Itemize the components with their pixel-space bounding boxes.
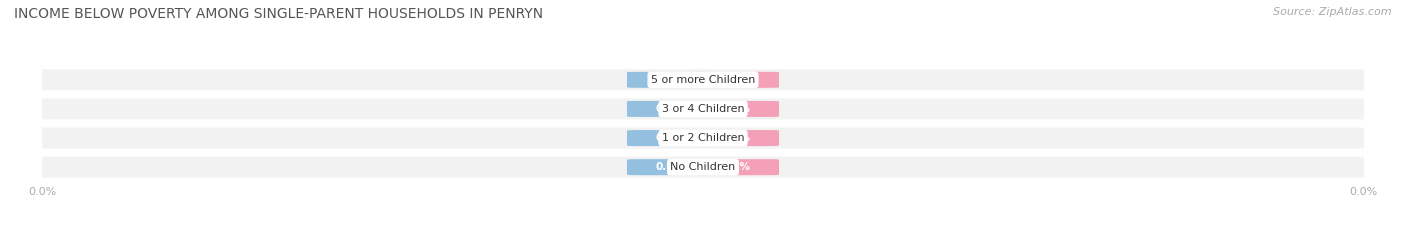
FancyBboxPatch shape xyxy=(627,101,713,117)
Text: 3 or 4 Children: 3 or 4 Children xyxy=(662,104,744,114)
FancyBboxPatch shape xyxy=(627,72,713,88)
FancyBboxPatch shape xyxy=(693,159,779,175)
FancyBboxPatch shape xyxy=(42,98,1364,119)
Text: Source: ZipAtlas.com: Source: ZipAtlas.com xyxy=(1274,7,1392,17)
FancyBboxPatch shape xyxy=(693,101,779,117)
Text: 0.0%: 0.0% xyxy=(721,75,751,85)
Text: 1 or 2 Children: 1 or 2 Children xyxy=(662,133,744,143)
FancyBboxPatch shape xyxy=(627,159,713,175)
Text: 0.0%: 0.0% xyxy=(655,133,685,143)
Text: 5 or more Children: 5 or more Children xyxy=(651,75,755,85)
Text: 0.0%: 0.0% xyxy=(655,162,685,172)
Text: INCOME BELOW POVERTY AMONG SINGLE-PARENT HOUSEHOLDS IN PENRYN: INCOME BELOW POVERTY AMONG SINGLE-PARENT… xyxy=(14,7,543,21)
Text: No Children: No Children xyxy=(671,162,735,172)
FancyBboxPatch shape xyxy=(693,72,779,88)
FancyBboxPatch shape xyxy=(693,130,779,146)
Text: 0.0%: 0.0% xyxy=(655,104,685,114)
Legend: Single Father, Single Mother: Single Father, Single Mother xyxy=(586,229,820,233)
Text: 0.0%: 0.0% xyxy=(721,133,751,143)
Text: 0.0%: 0.0% xyxy=(721,104,751,114)
FancyBboxPatch shape xyxy=(42,128,1364,149)
Text: 0.0%: 0.0% xyxy=(721,162,751,172)
FancyBboxPatch shape xyxy=(42,157,1364,178)
FancyBboxPatch shape xyxy=(42,69,1364,90)
FancyBboxPatch shape xyxy=(627,130,713,146)
Text: 0.0%: 0.0% xyxy=(655,75,685,85)
